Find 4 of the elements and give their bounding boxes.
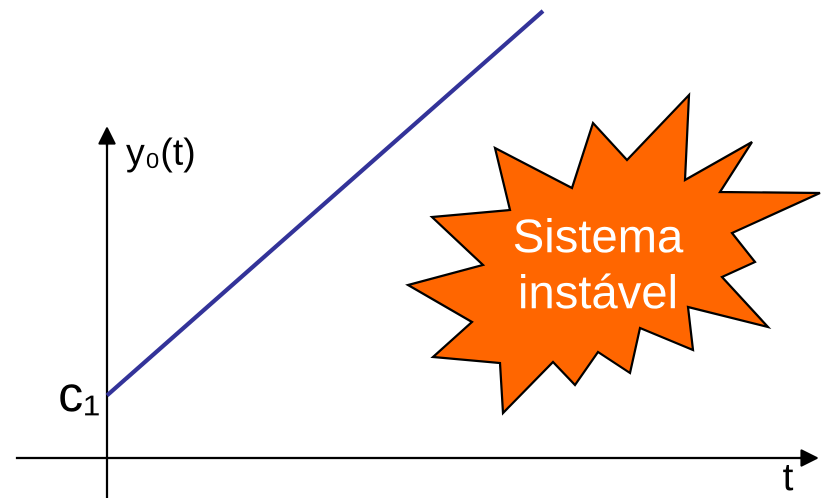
annotation: Sistema instável xyxy=(514,218,684,309)
annotation: c₁ xyxy=(60,384,99,416)
y-axis-title: y₀(t) xyxy=(126,138,194,172)
x-axis-title: t xyxy=(783,465,794,490)
